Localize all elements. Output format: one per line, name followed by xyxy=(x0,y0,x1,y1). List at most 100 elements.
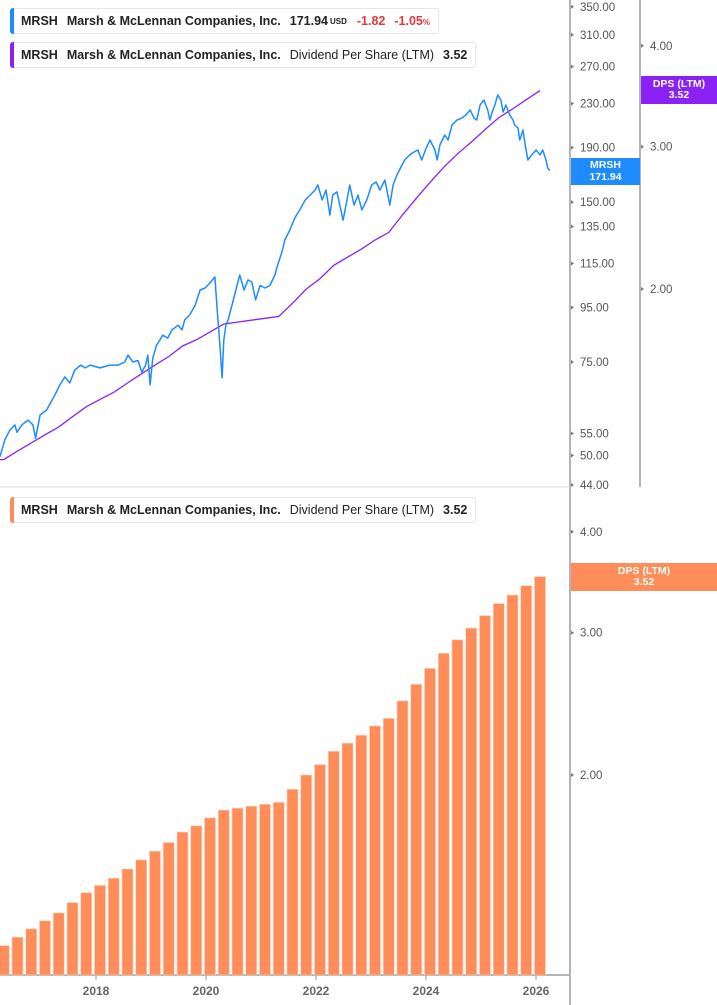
dps-bar xyxy=(162,842,175,976)
legend-ticker: MRSH xyxy=(21,14,58,28)
legend-dps-value: 3.52 xyxy=(443,503,468,517)
dps-bar xyxy=(396,700,409,976)
dps-bar xyxy=(327,750,340,976)
price-tick xyxy=(571,453,574,458)
legend-dps-bottom[interactable]: MRSH Marsh & McLennan Companies, Inc. Di… xyxy=(10,497,477,523)
price-tick xyxy=(571,360,574,365)
dps-bar xyxy=(121,868,134,976)
dps-bar xyxy=(176,831,189,976)
price-tick xyxy=(571,483,574,487)
bottom-dps-tick-label: 3.00 xyxy=(580,628,602,640)
price-axis: 350.00 310.00 270.00 230.00 190.00 150.00 135.… xyxy=(0,0,615,1005)
legend-ticker: MRSH xyxy=(21,48,58,62)
legend-dps-top[interactable]: MRSH Marsh & McLennan Companies, Inc. Di… xyxy=(10,42,477,68)
legend-ticker: MRSH xyxy=(21,503,58,517)
price-tick xyxy=(571,32,574,37)
price-tick-label: 190.00 xyxy=(580,143,615,155)
dps-bar xyxy=(492,603,505,976)
price-tick xyxy=(571,305,574,310)
legend-color-price xyxy=(10,8,14,34)
price-tick xyxy=(571,64,574,69)
dps-tick xyxy=(641,144,644,149)
bottom-dps-tick xyxy=(571,630,574,635)
dps-bar xyxy=(286,789,299,976)
price-line xyxy=(0,94,551,458)
legend-company: Marsh & McLennan Companies, Inc. xyxy=(66,503,281,517)
x-tick-label: 2024 xyxy=(413,984,440,998)
price-tag: MRSH 171.94 xyxy=(571,158,640,185)
dps-bar xyxy=(259,803,271,976)
price-tick-label: 115.00 xyxy=(580,258,614,270)
dps-tick-label: 2.00 xyxy=(650,284,672,296)
legend-pct-sign: % xyxy=(422,18,430,27)
dps-bar xyxy=(190,825,203,976)
price-tick xyxy=(571,4,574,9)
dps-bar xyxy=(231,807,244,976)
dps-bar xyxy=(94,885,106,976)
legend-dps-value: 3.52 xyxy=(443,48,468,62)
x-tick-label: 2026 xyxy=(523,984,550,998)
price-tick xyxy=(571,145,574,150)
legend-price[interactable]: MRSH Marsh & McLennan Companies, Inc. 17… xyxy=(10,8,439,34)
dps-bar xyxy=(506,594,519,976)
bottom-dps-axis: 4.00 3.00 2.00 xyxy=(571,527,602,782)
price-tick xyxy=(571,101,574,106)
x-tick-label: 2022 xyxy=(303,984,330,998)
dps-bar xyxy=(149,850,161,976)
x-axis: 2018 2020 2022 2024 2026 xyxy=(0,974,570,998)
dps-bar xyxy=(369,725,381,976)
dps-bar xyxy=(520,585,533,976)
dps-bar xyxy=(272,802,285,976)
dps-tick-label: 4.00 xyxy=(650,41,672,53)
dps-bottom-tag: DPS (LTM) 3.52 xyxy=(571,563,717,591)
dps-bar xyxy=(465,627,478,976)
price-tick xyxy=(571,200,574,205)
dps-bar xyxy=(204,817,216,976)
dps-line xyxy=(0,90,541,461)
price-tick-label: 50.00 xyxy=(580,451,609,463)
price-tick-label: 270.00 xyxy=(580,62,615,74)
legend-price-value: 171.94 xyxy=(289,14,328,28)
dps-bar xyxy=(66,902,79,976)
dps-bar xyxy=(52,912,65,976)
dps-axis: 4.00 3.00 2.00 xyxy=(639,0,672,487)
dps-bar xyxy=(217,809,230,976)
price-tick-label: 310.00 xyxy=(580,30,615,42)
dps-bar xyxy=(451,639,464,976)
bottom-dps-tick xyxy=(571,773,574,777)
price-tick-label: 350.00 xyxy=(580,2,615,14)
dps-bar xyxy=(39,920,51,976)
legend-change-pct: -1.05% xyxy=(394,14,430,28)
price-tick-label: 55.00 xyxy=(580,429,609,441)
dps-bar xyxy=(80,892,93,976)
dps-tag-value: 3.52 xyxy=(633,576,655,588)
price-tick xyxy=(571,431,574,436)
dps-bar xyxy=(534,576,546,976)
legend-company: Marsh & McLennan Companies, Inc. xyxy=(66,48,281,62)
dps-bar xyxy=(300,774,313,976)
dps-bar xyxy=(107,877,120,976)
legend-color-dps-bars xyxy=(10,497,14,523)
dps-bar xyxy=(355,734,368,976)
dps-tag-label: DPS (LTM) xyxy=(617,564,671,577)
dps-bar xyxy=(410,683,423,976)
legend-change-pct-value: -1.05 xyxy=(394,14,423,28)
lines xyxy=(0,90,551,461)
price-tick xyxy=(571,261,574,266)
price-tick-label: 95.00 xyxy=(580,303,609,315)
dps-bar xyxy=(25,928,38,976)
price-tag-value: 171.94 xyxy=(589,170,622,183)
dps-tick xyxy=(641,43,644,48)
dps-tick xyxy=(641,287,644,291)
dps-tag-label: DPS (LTM) xyxy=(652,77,706,90)
x-tick-label: 2018 xyxy=(83,984,110,998)
price-tick-label: 230.00 xyxy=(580,99,615,111)
bottom-dps-tick xyxy=(571,529,574,534)
dps-bar xyxy=(11,936,24,976)
legend-color-dps xyxy=(10,42,14,68)
dps-bar xyxy=(437,652,450,976)
x-tick-label: 2020 xyxy=(193,984,220,998)
price-tick-label: 150.00 xyxy=(580,197,615,209)
price-tick-label: 135.00 xyxy=(580,221,615,233)
